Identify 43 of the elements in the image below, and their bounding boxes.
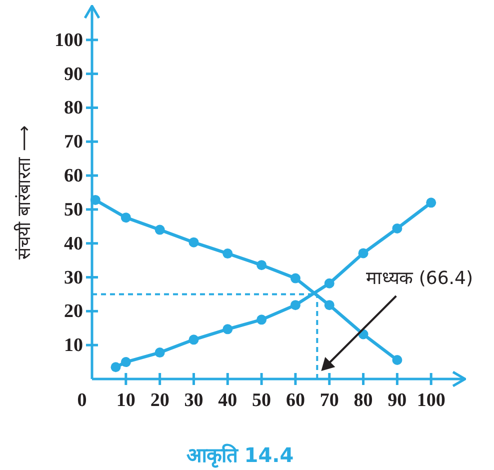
x-tick-label: 100 [416,390,446,411]
x-tick-label: 40 [218,390,238,411]
y-tick-label: 80 [64,98,83,119]
y-tick-label: 40 [64,233,83,254]
point [188,334,199,345]
point [154,224,165,235]
y-tick-label: 30 [64,267,83,288]
point [154,348,165,358]
y-tick-label: 20 [64,301,83,322]
x-tick-label: 0 [77,390,87,411]
y-tick-label: 60 [64,166,83,187]
point [358,248,368,258]
y-tick-label: 50 [64,199,83,220]
point [290,300,300,310]
point [392,223,402,234]
point [222,324,233,334]
point [120,212,131,223]
y-tick-label: 70 [64,132,83,153]
point [290,273,300,284]
x-tick-label: 10 [116,390,136,411]
x-tick-label: 60 [286,390,305,411]
x-tick-label: 30 [184,390,204,411]
point [392,355,402,366]
point [256,314,267,325]
y-axis-title: संचयी बारंबारता ⟶ [13,125,35,260]
y-tick-label: 100 [54,30,83,51]
point [324,300,334,310]
text: आकृति 14.4 [186,443,294,468]
point [256,260,267,270]
x-tick-label: 50 [252,390,272,411]
point [120,357,131,368]
x-tick-label: 90 [388,390,407,411]
point [110,362,121,372]
point [222,248,233,259]
x-tick-label: 70 [320,390,339,411]
y-tick-label: 10 [64,335,83,356]
point [324,278,334,288]
x-tick-label: 80 [354,390,373,411]
annotation: माध्यक (66.4) [366,268,474,289]
point [426,198,436,208]
y-tick-label: 90 [64,64,83,85]
x-tick-label: 20 [150,390,170,411]
point [188,237,199,248]
